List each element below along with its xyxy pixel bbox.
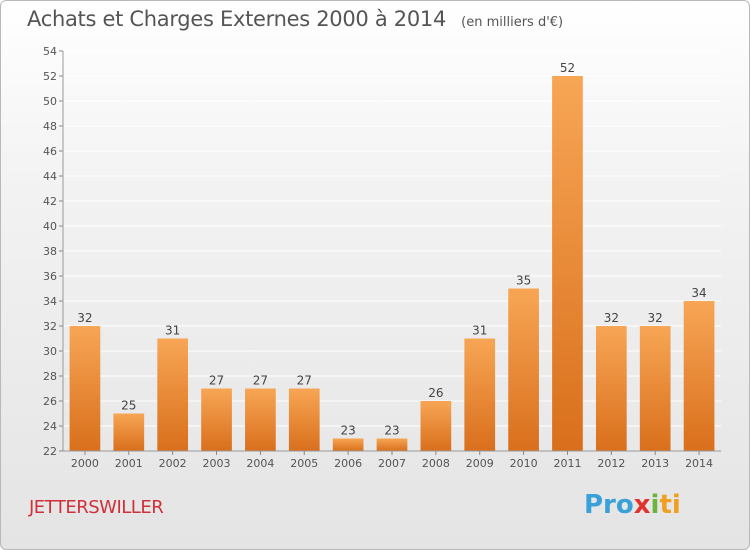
bar bbox=[288, 388, 320, 451]
bar-value-label: 31 bbox=[472, 324, 487, 338]
x-tick-label: 2003 bbox=[203, 457, 231, 470]
y-tick-label: 54 bbox=[43, 45, 57, 58]
logo-part: ti bbox=[659, 490, 681, 520]
x-tick-label: 2001 bbox=[115, 457, 143, 470]
axes: 22 24 26 28 30 32 34 36 38 40 42 44 46 48 50 52 54 2000 20… bbox=[43, 45, 721, 470]
y-tick-label: 32 bbox=[43, 320, 57, 333]
bar bbox=[332, 438, 364, 451]
proxiti-logo[interactable]: Proxiti bbox=[584, 490, 681, 520]
x-tick-label: 2011 bbox=[553, 457, 581, 470]
bar-value-label: 52 bbox=[560, 61, 575, 75]
bar-value-label: 27 bbox=[253, 374, 268, 388]
y-tick-label: 26 bbox=[43, 395, 57, 408]
y-tick-label: 44 bbox=[43, 170, 57, 183]
bar-value-label: 32 bbox=[604, 311, 619, 325]
y-tick-label: 52 bbox=[43, 70, 57, 83]
title-row: Achats et Charges Externes 2000 à 2014 (… bbox=[27, 7, 563, 31]
bar bbox=[552, 76, 583, 451]
logo-part: Pro bbox=[584, 490, 634, 520]
y-tick-label: 42 bbox=[43, 195, 57, 208]
x-tick-label: 2009 bbox=[466, 457, 494, 470]
bar bbox=[201, 388, 232, 451]
y-tick-label: 46 bbox=[43, 145, 57, 158]
bar-value-label: 23 bbox=[384, 424, 399, 438]
y-tick-label: 24 bbox=[43, 420, 57, 433]
x-tick-label: 2010 bbox=[510, 457, 538, 470]
bar-value-label: 32 bbox=[648, 311, 663, 325]
y-tick-label: 34 bbox=[43, 295, 57, 308]
bar-value-label: 27 bbox=[209, 374, 224, 388]
bar bbox=[245, 388, 276, 451]
x-tick-label: 2012 bbox=[597, 457, 625, 470]
logo-part: i bbox=[650, 490, 660, 520]
bar-value-label: 27 bbox=[297, 374, 312, 388]
bar-value-label: 35 bbox=[516, 274, 531, 288]
chart-subtitle: (en milliers d'€) bbox=[461, 15, 564, 30]
x-tick-label: 2007 bbox=[378, 457, 406, 470]
x-tick-label: 2000 bbox=[71, 457, 99, 470]
y-tick-label: 40 bbox=[43, 220, 57, 233]
bar-value-label: 23 bbox=[340, 424, 355, 438]
bar bbox=[420, 401, 452, 451]
bar-value-label: 34 bbox=[691, 286, 706, 300]
bar-value-label: 25 bbox=[121, 399, 136, 413]
y-tick-label: 38 bbox=[43, 245, 57, 258]
y-tick-label: 48 bbox=[43, 120, 57, 133]
bar-value-label: 31 bbox=[165, 324, 180, 338]
x-tick-label: 2013 bbox=[641, 457, 669, 470]
bar bbox=[639, 326, 671, 451]
y-tick-label: 28 bbox=[43, 370, 57, 383]
y-tick-label: 22 bbox=[43, 445, 57, 458]
logo-part: x bbox=[633, 490, 651, 520]
x-tick-label: 2008 bbox=[422, 457, 450, 470]
bar bbox=[595, 326, 627, 451]
bar bbox=[464, 338, 496, 451]
x-tick-label: 2005 bbox=[290, 457, 318, 470]
bar-value-label: 26 bbox=[428, 386, 443, 400]
bar bbox=[69, 326, 101, 451]
x-tick-label: 2002 bbox=[159, 457, 187, 470]
commune-name: JETTERSWILLER bbox=[29, 497, 164, 518]
x-tick-label: 2004 bbox=[246, 457, 274, 470]
bar bbox=[683, 301, 715, 451]
chart-title: Achats et Charges Externes 2000 à 2014 bbox=[27, 7, 447, 31]
y-tick-label: 36 bbox=[43, 270, 57, 283]
bar bbox=[157, 338, 189, 451]
bar bbox=[376, 438, 408, 451]
y-tick-label: 50 bbox=[43, 95, 57, 108]
bar bbox=[113, 413, 145, 451]
bars: 32 25 31 27 27 27 23 23 26 31 35 52 32 32 34 bbox=[69, 61, 715, 451]
y-tick-label: 30 bbox=[43, 345, 57, 358]
bar bbox=[508, 288, 539, 451]
bar-value-label: 32 bbox=[77, 311, 92, 325]
x-tick-label: 2006 bbox=[334, 457, 362, 470]
x-tick-label: 2014 bbox=[685, 457, 713, 470]
